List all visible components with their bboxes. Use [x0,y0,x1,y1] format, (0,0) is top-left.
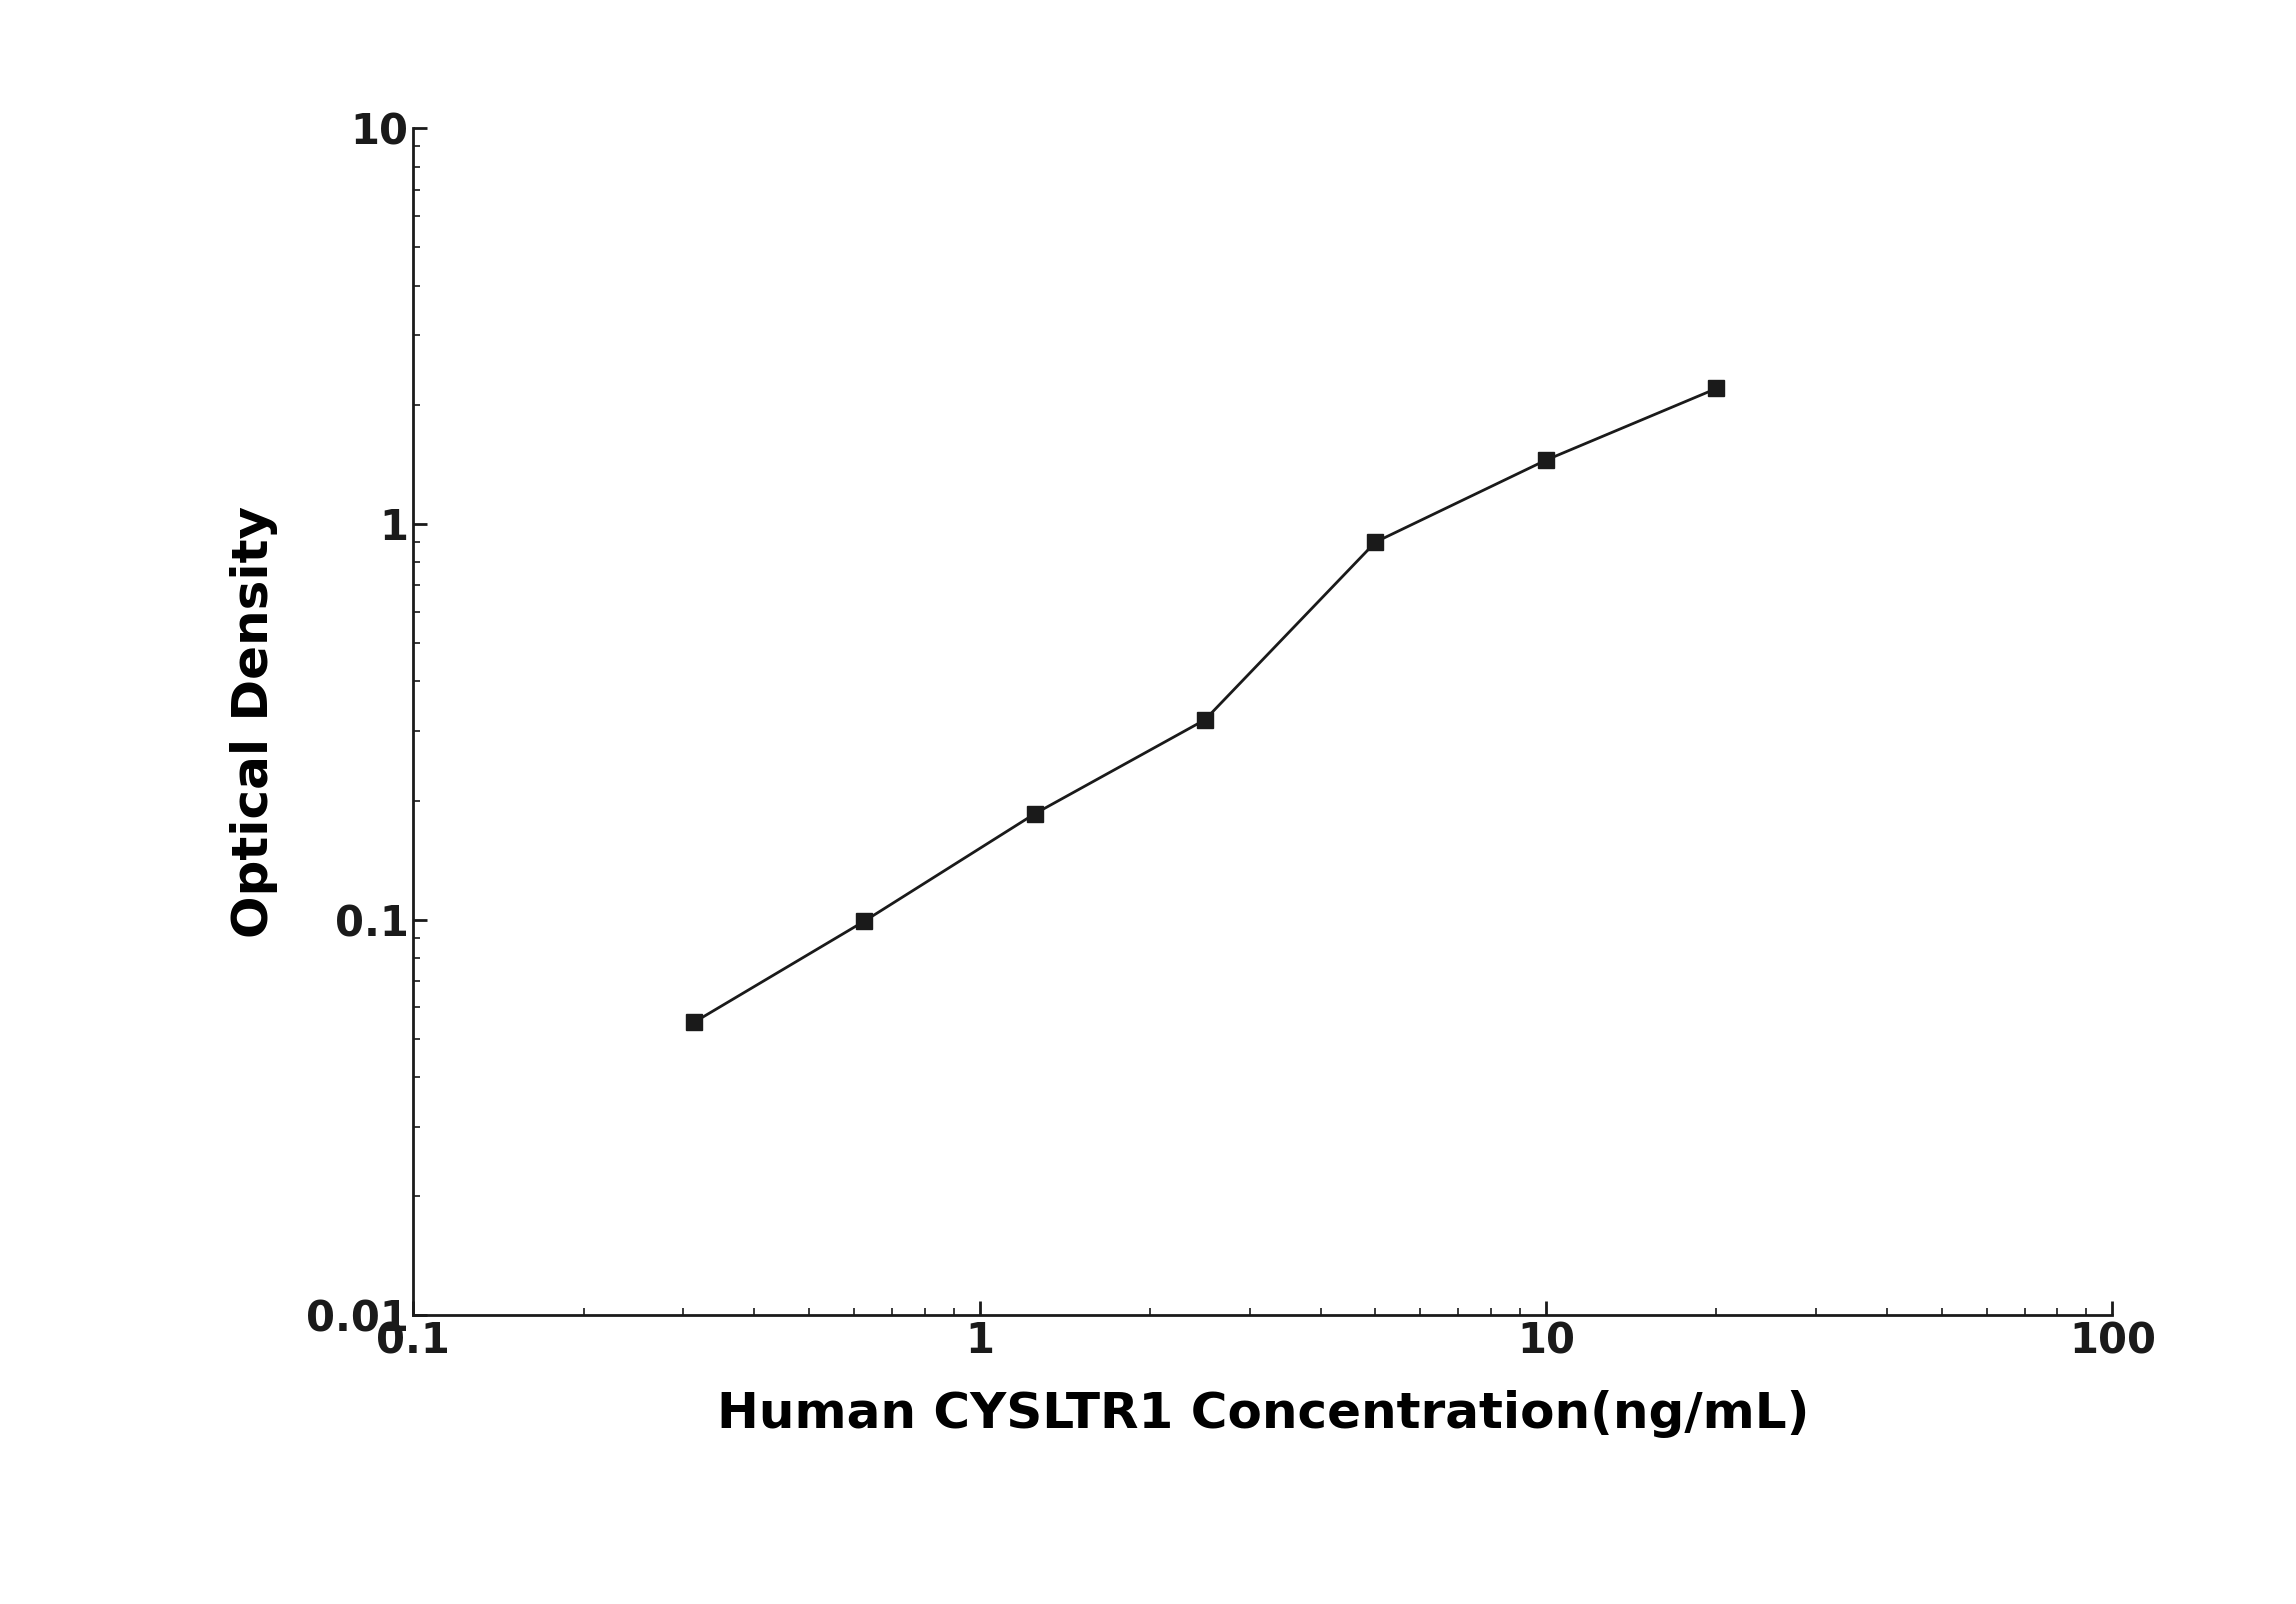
Y-axis label: Optical Density: Optical Density [230,505,278,938]
X-axis label: Human CYSLTR1 Concentration(ng/mL): Human CYSLTR1 Concentration(ng/mL) [716,1391,1809,1437]
